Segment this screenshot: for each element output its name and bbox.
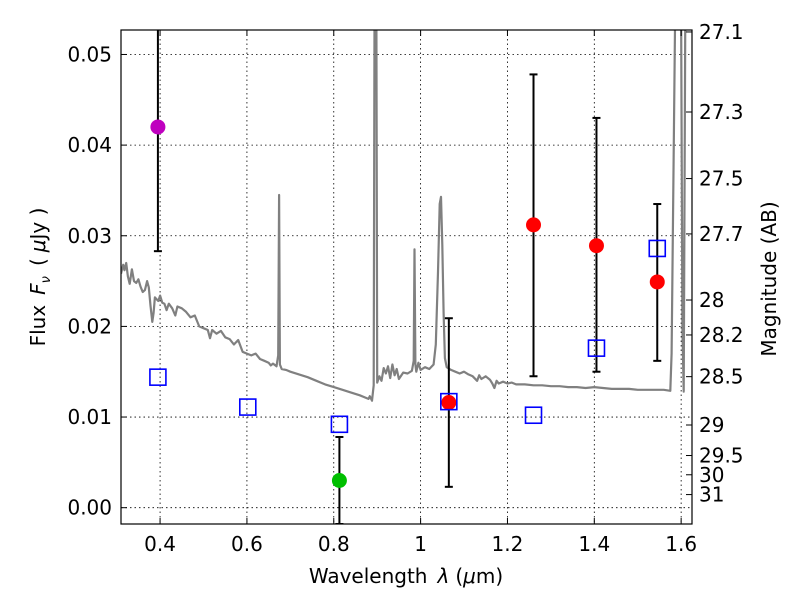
y-tick-label: 0.00 xyxy=(67,496,112,520)
y2-axis-label: Magnitude (AB) xyxy=(757,201,781,356)
x-tick-label: 0.4 xyxy=(144,532,176,556)
x-tick-label: 1.6 xyxy=(665,532,697,556)
model-photometry-square xyxy=(648,239,667,258)
y2-tick-label: 29.5 xyxy=(699,444,744,468)
model-photometry-square xyxy=(524,406,543,425)
plot-frame xyxy=(120,29,693,525)
model-photometry-square xyxy=(330,415,349,434)
y2-tick-label: 28 xyxy=(699,288,724,312)
y2-tick-label: 31 xyxy=(699,483,724,507)
y2-tick-label: 27.5 xyxy=(699,167,744,191)
y2-tick-label: 27.3 xyxy=(699,100,744,124)
y2-tick-label: 28.5 xyxy=(699,365,744,389)
y-tick-label: 0.04 xyxy=(67,133,112,157)
series-layer xyxy=(121,30,687,524)
data-point xyxy=(150,119,166,135)
y-tick-label: 0.02 xyxy=(67,314,112,338)
y-axis-label: FluxFν(μJy ) xyxy=(26,208,54,347)
y2-tick-label: 27.7 xyxy=(699,222,744,246)
axis-ticks: 0.4 0.6 0.8 1 1.2 1.4 1.6 0.00 0.01 0.02 0.03 0.04 0… xyxy=(67,20,743,556)
y-tick-label: 0.01 xyxy=(67,405,112,429)
y-tick-label: 0.05 xyxy=(67,42,112,66)
sed-model-line xyxy=(121,30,687,402)
x-tick-label: 1.2 xyxy=(492,532,524,556)
x-tick-label: 1.4 xyxy=(578,532,610,556)
x-tick-label: 0.6 xyxy=(231,532,263,556)
model-photometry-square xyxy=(149,368,167,386)
data-point xyxy=(441,395,457,411)
data-point xyxy=(526,217,542,233)
data-point xyxy=(588,238,604,254)
model-photometry-square xyxy=(238,398,257,416)
x-tick-label: 0.8 xyxy=(318,532,350,556)
x-axis-label: Wavelength λ (μm) xyxy=(309,564,503,588)
data-point xyxy=(649,274,665,290)
x-tick-label: 1 xyxy=(414,532,427,556)
model-photometry-square xyxy=(587,339,606,357)
y-tick-label: 0.03 xyxy=(67,224,112,248)
y2-tick-label: 27.1 xyxy=(699,20,744,44)
y2-tick-label: 28.2 xyxy=(699,323,744,347)
y2-tick-label: 30 xyxy=(699,463,724,487)
model-photometry-square xyxy=(440,392,458,411)
data-point xyxy=(331,472,347,488)
y2-tick-label: 29 xyxy=(699,413,724,437)
